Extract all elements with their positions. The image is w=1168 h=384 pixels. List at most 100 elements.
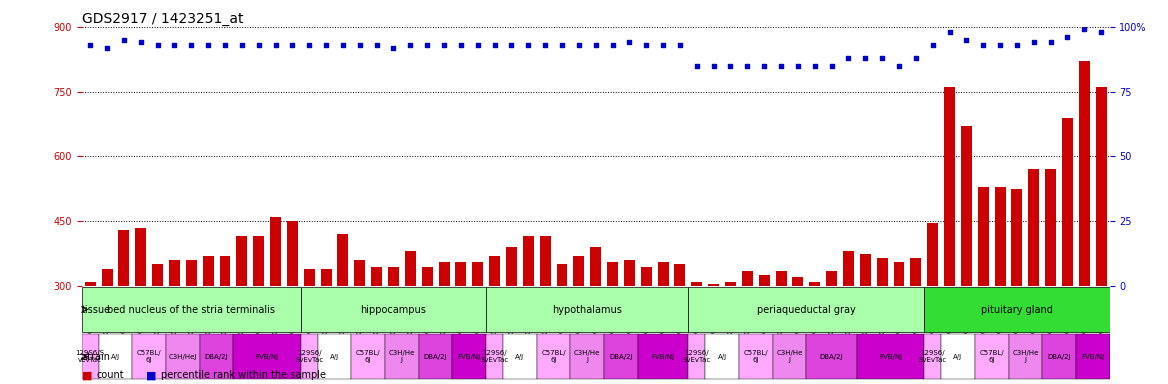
Bar [166, 334, 200, 379]
Bar [658, 262, 668, 286]
Bar [573, 256, 584, 286]
Text: C57BL/
6J: C57BL/ 6J [137, 350, 161, 363]
Bar [419, 334, 452, 379]
Point [654, 42, 673, 48]
Point [806, 63, 825, 69]
Bar [236, 236, 248, 286]
Text: pituitary gland: pituitary gland [981, 305, 1052, 314]
Bar [540, 236, 550, 286]
Point [822, 63, 841, 69]
Point [620, 39, 639, 45]
Point [906, 55, 925, 61]
Bar [556, 264, 568, 286]
Bar [624, 260, 635, 286]
Bar [405, 252, 416, 286]
Bar [1096, 87, 1106, 286]
Point [216, 42, 235, 48]
Text: A/J: A/J [515, 354, 524, 359]
Bar [318, 334, 352, 379]
Bar [739, 334, 772, 379]
Bar [806, 334, 857, 379]
Point [872, 55, 891, 61]
Bar [301, 334, 318, 379]
Point [704, 63, 723, 69]
Bar [924, 334, 941, 379]
Bar [132, 334, 166, 379]
Point [839, 55, 857, 61]
Point [502, 42, 521, 48]
Bar [301, 287, 486, 332]
Text: tissue: tissue [82, 305, 111, 314]
Text: periaqueductal gray: periaqueductal gray [757, 305, 856, 314]
Text: C57BL/
6J: C57BL/ 6J [356, 350, 381, 363]
Bar [688, 334, 705, 379]
Point [788, 63, 807, 69]
Text: FVB/NJ: FVB/NJ [1082, 354, 1104, 359]
Bar [220, 256, 230, 286]
Point [990, 42, 1009, 48]
Text: C3H/HeJ: C3H/HeJ [168, 354, 197, 359]
Point [940, 29, 959, 35]
Point [772, 63, 791, 69]
Bar [203, 256, 214, 286]
Bar [234, 334, 301, 379]
Point [1075, 26, 1093, 33]
Text: C57BL/
6J: C57BL/ 6J [541, 350, 565, 363]
Bar [860, 253, 871, 286]
Point [131, 39, 150, 45]
Point [586, 42, 605, 48]
Text: C3H/He
J: C3H/He J [573, 350, 600, 363]
Point [165, 42, 183, 48]
Point [738, 63, 757, 69]
Text: 129S6/
SvEvTac: 129S6/ SvEvTac [918, 350, 947, 363]
Bar [941, 334, 975, 379]
Point [401, 42, 419, 48]
Bar [338, 234, 348, 286]
Point [249, 42, 267, 48]
Bar [927, 223, 938, 286]
Bar [975, 334, 1008, 379]
Text: hippocampus: hippocampus [361, 305, 426, 314]
Bar [102, 269, 112, 286]
Text: DBA/2J: DBA/2J [1048, 354, 1071, 359]
Point [334, 42, 353, 48]
Bar [352, 334, 385, 379]
Bar [843, 252, 854, 286]
Bar [759, 275, 770, 286]
Bar [82, 287, 301, 332]
Point [283, 42, 301, 48]
Bar [472, 262, 484, 286]
Point [350, 42, 369, 48]
Point [1092, 29, 1111, 35]
Point [98, 45, 117, 51]
Bar [438, 262, 450, 286]
Text: C3H/He
J: C3H/He J [1013, 350, 1038, 363]
Bar [200, 334, 234, 379]
Point [721, 63, 739, 69]
Bar [792, 277, 804, 286]
Text: GDS2917 / 1423251_at: GDS2917 / 1423251_at [82, 12, 243, 26]
Point [688, 63, 707, 69]
Text: C57BL/
6J: C57BL/ 6J [744, 350, 769, 363]
Bar [98, 334, 132, 379]
Text: DBA/2J: DBA/2J [424, 354, 447, 359]
Bar [118, 230, 130, 286]
Bar [304, 269, 314, 286]
Point [1042, 39, 1061, 45]
Text: FVB/NJ: FVB/NJ [458, 354, 481, 359]
Bar [270, 217, 281, 286]
Text: A/J: A/J [329, 354, 339, 359]
Bar [944, 87, 955, 286]
Point [434, 42, 453, 48]
Text: 129S6/S
vEvTac: 129S6/S vEvTac [76, 350, 105, 363]
Bar [708, 284, 719, 286]
Bar [674, 264, 686, 286]
Bar [523, 236, 534, 286]
Bar [456, 262, 466, 286]
Bar [590, 247, 602, 286]
Bar [910, 258, 922, 286]
Point [367, 42, 385, 48]
Bar [422, 266, 432, 286]
Text: C3H/He
J: C3H/He J [389, 350, 415, 363]
Point [300, 42, 319, 48]
